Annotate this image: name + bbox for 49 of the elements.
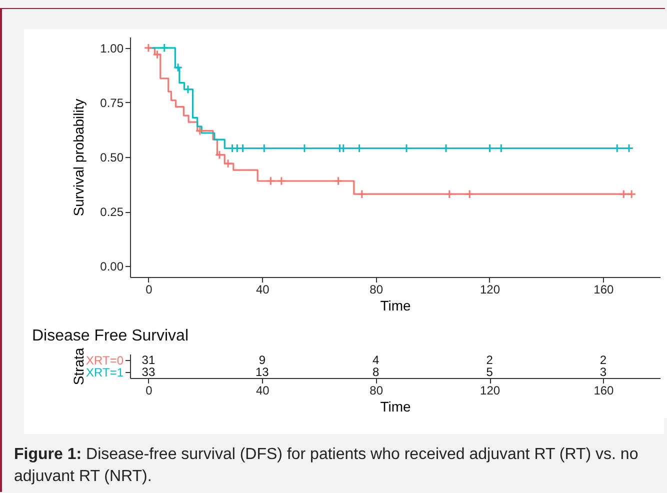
y-tick-label: 0.25 (100, 205, 124, 220)
point (357, 189, 367, 199)
point (173, 62, 183, 72)
point (626, 189, 636, 199)
y-tick-label: 0.75 (100, 96, 124, 110)
data-label: 3 (600, 365, 607, 379)
y-tick-label: XRT=0 (86, 354, 124, 368)
point (276, 176, 286, 186)
y-tick-label: XRT=1 (86, 366, 124, 380)
y-axis-title: Strata (70, 348, 86, 386)
y-tick-label: 0.00 (100, 260, 124, 274)
x-axis-title: Time (380, 398, 412, 414)
chart-title: Disease Free Survival (32, 327, 188, 344)
data-label: 2 (486, 353, 494, 367)
x-tick-label: 120 (480, 384, 500, 398)
x-tick-label: 160 (594, 384, 614, 398)
point (214, 150, 224, 160)
data-label: 8 (372, 365, 380, 379)
caption: Figure 1: Disease-free survival (DFS) for patients who received adjuvant RT (RT) vs. no adjuvant RT (NRT). (14, 445, 640, 487)
point (223, 158, 233, 168)
x-tick-label: 80 (370, 282, 384, 296)
x-tick-label: 120 (480, 282, 500, 296)
y-axis-title: Survival probability (70, 98, 86, 216)
point (152, 50, 162, 60)
x-tick-label: 0 (146, 384, 153, 398)
point (144, 43, 154, 53)
x-tick-label: 160 (594, 282, 614, 296)
point (160, 43, 170, 53)
data-label: 5 (486, 365, 494, 379)
data-label: 33 (142, 365, 156, 379)
x-tick-label: 40 (256, 384, 270, 398)
point (183, 84, 193, 94)
x-tick-label: 40 (256, 282, 270, 296)
point (444, 189, 454, 199)
data-label: 13 (255, 365, 270, 379)
point (464, 189, 474, 199)
y-tick-label: 0.50 (100, 150, 124, 164)
point (619, 189, 628, 199)
point (195, 126, 205, 136)
data-label: 31 (142, 353, 156, 367)
point (266, 176, 276, 186)
data-label: 9 (258, 353, 266, 367)
point (334, 176, 343, 186)
x-axis-title: Time (380, 298, 412, 314)
data-label: 4 (372, 353, 380, 367)
data-label: 2 (600, 353, 607, 367)
y-tick-label: 1.00 (100, 41, 124, 56)
x-tick-label: 80 (370, 384, 384, 398)
x-tick-label: 0 (146, 282, 153, 296)
